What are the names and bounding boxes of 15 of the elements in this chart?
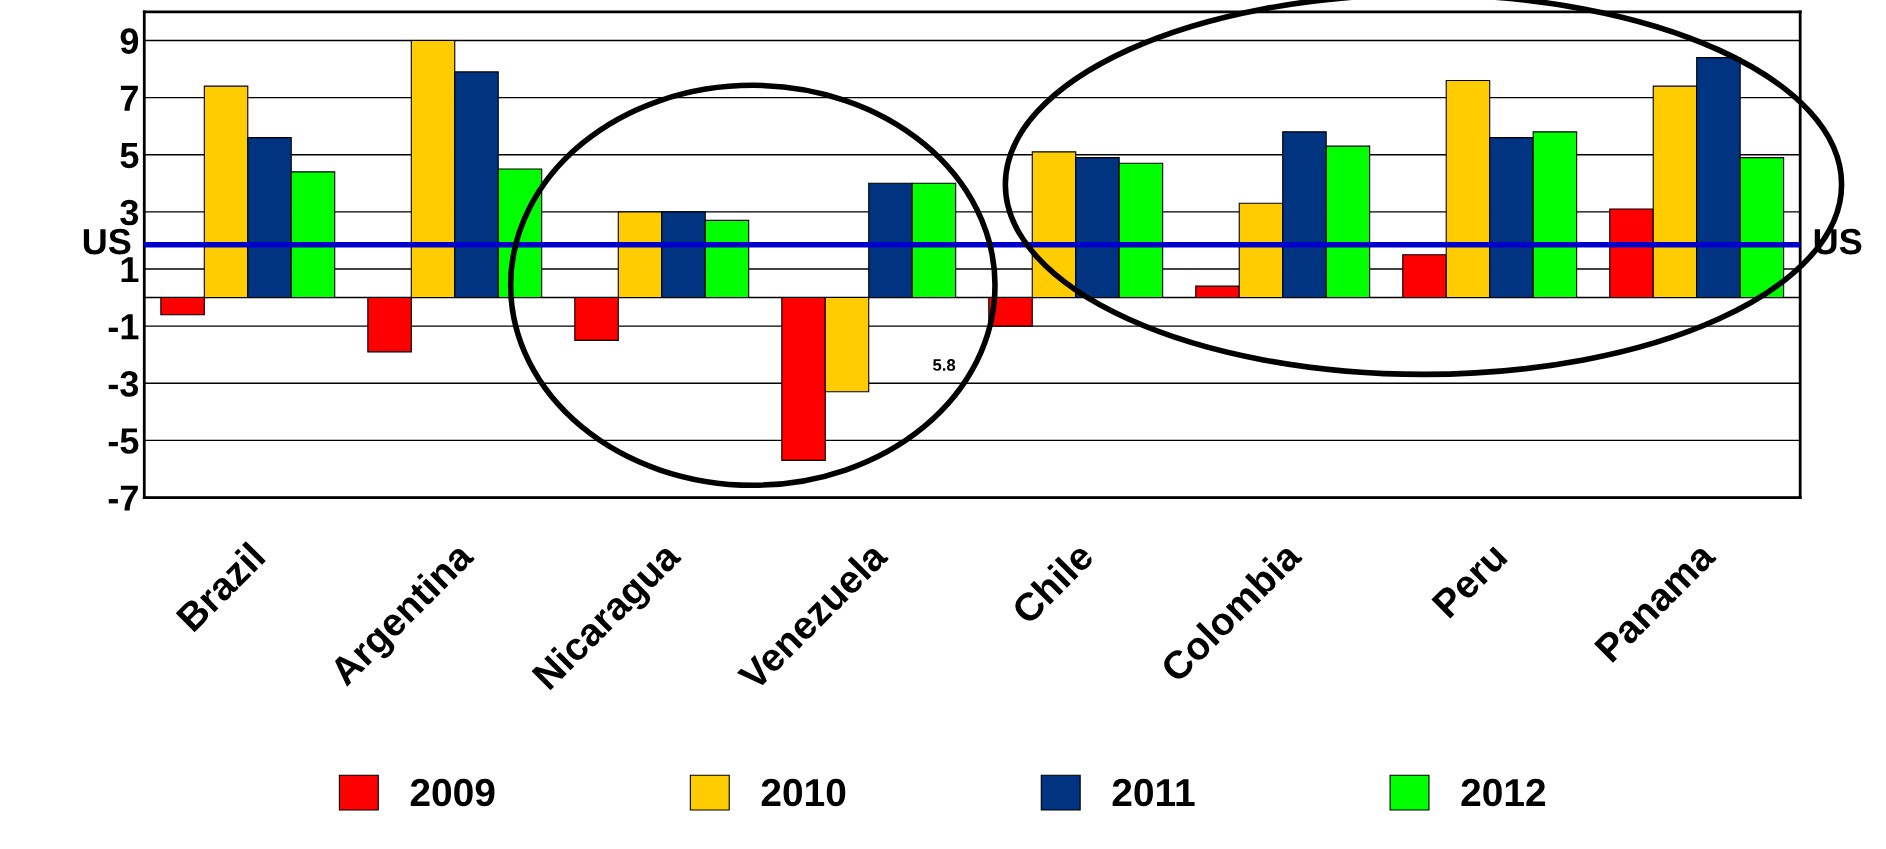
y-tick-label: -5 xyxy=(108,428,139,454)
y-tick-label: 5 xyxy=(120,142,139,169)
legend-label: 2012 xyxy=(1461,778,1546,807)
y-tick-label: 1 xyxy=(121,257,139,283)
y-tick-label: -1 xyxy=(108,314,139,340)
y-tick-label: 7 xyxy=(120,85,138,111)
legend-label: 2009 xyxy=(410,778,495,807)
legend-label: 2010 xyxy=(761,778,846,807)
y-tick-label: 3 xyxy=(120,199,139,226)
y-tick-label: -7 xyxy=(108,485,138,511)
ref-line-label: US xyxy=(83,228,131,255)
annotation: 5.8 xyxy=(933,359,956,371)
y-tick-label: 9 xyxy=(120,28,139,54)
legend-label: 2011 xyxy=(1112,778,1195,807)
y-tick-label: -3 xyxy=(108,371,139,397)
